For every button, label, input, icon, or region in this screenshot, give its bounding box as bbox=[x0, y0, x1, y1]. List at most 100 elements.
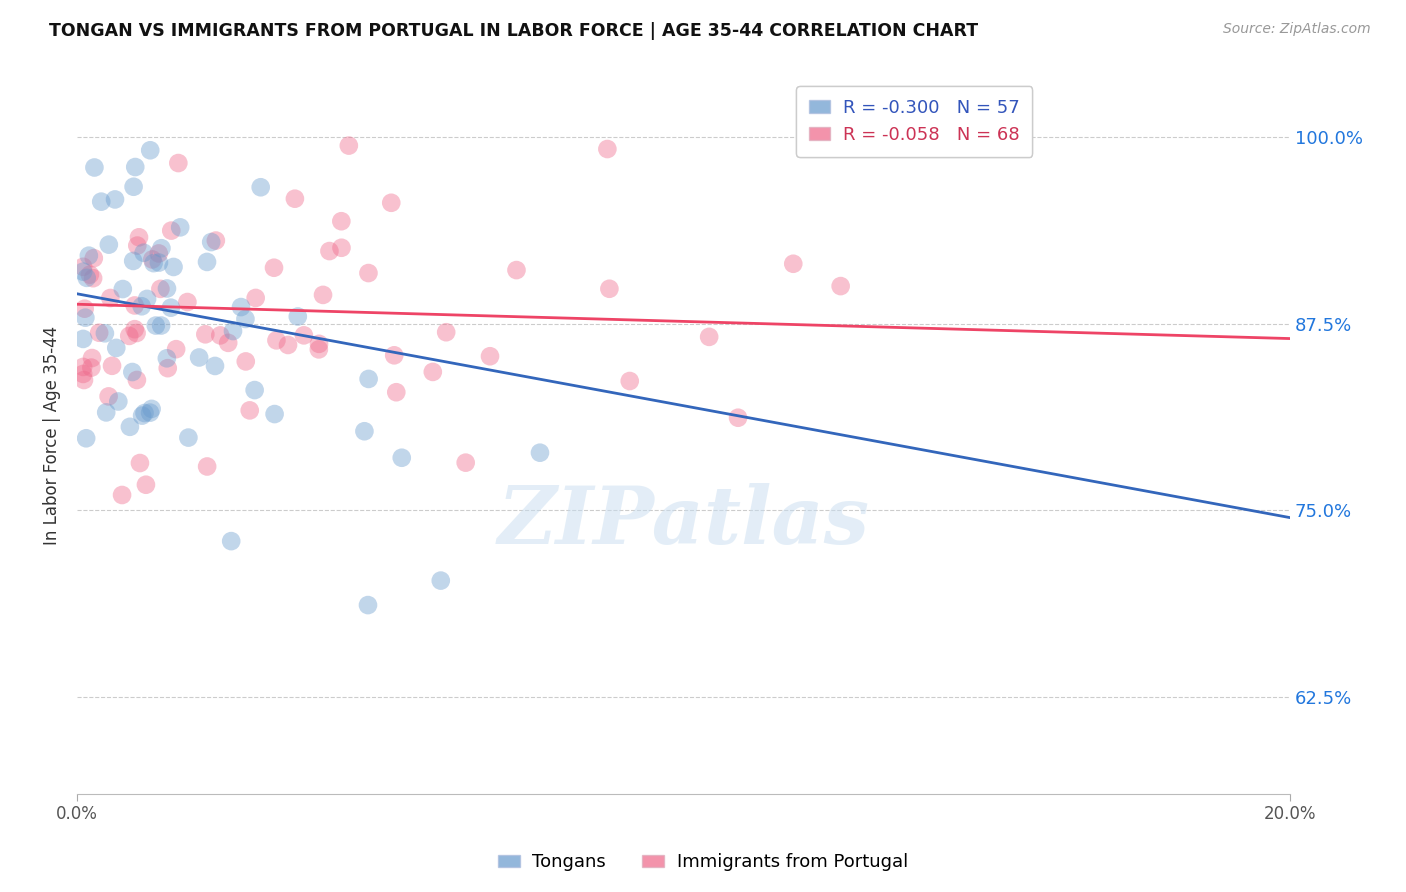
Point bbox=[454, 456, 477, 470]
Point bbox=[229, 300, 252, 314]
Y-axis label: In Labor Force | Age 35-44: In Labor Force | Age 35-44 bbox=[44, 326, 60, 545]
Point bbox=[121, 365, 143, 379]
Point bbox=[434, 325, 457, 339]
Point bbox=[160, 224, 183, 238]
Point bbox=[357, 372, 380, 386]
Point bbox=[104, 193, 127, 207]
Point bbox=[128, 230, 150, 244]
Point bbox=[111, 282, 134, 296]
Point bbox=[160, 301, 183, 315]
Point bbox=[167, 156, 190, 170]
Point bbox=[380, 195, 402, 210]
Point bbox=[156, 361, 179, 376]
Point bbox=[97, 389, 120, 403]
Point bbox=[156, 351, 179, 366]
Point bbox=[200, 235, 222, 249]
Point bbox=[505, 263, 527, 277]
Point bbox=[263, 407, 285, 421]
Point bbox=[124, 298, 146, 312]
Point bbox=[107, 394, 129, 409]
Point bbox=[150, 241, 173, 255]
Point bbox=[277, 338, 299, 352]
Point bbox=[697, 330, 720, 344]
Point bbox=[134, 406, 156, 420]
Point bbox=[142, 256, 165, 270]
Point bbox=[382, 348, 405, 362]
Point bbox=[188, 351, 211, 365]
Point bbox=[77, 249, 100, 263]
Point bbox=[125, 373, 148, 387]
Point bbox=[162, 260, 184, 274]
Point bbox=[330, 214, 353, 228]
Point bbox=[249, 180, 271, 194]
Point bbox=[80, 351, 103, 365]
Legend: R = -0.300   N = 57, R = -0.058   N = 68: R = -0.300 N = 57, R = -0.058 N = 68 bbox=[796, 87, 1032, 157]
Point bbox=[169, 220, 191, 235]
Point bbox=[217, 335, 239, 350]
Point bbox=[105, 341, 128, 355]
Point bbox=[122, 254, 145, 268]
Point bbox=[131, 299, 153, 313]
Point bbox=[131, 409, 153, 423]
Point bbox=[598, 282, 620, 296]
Point bbox=[136, 292, 159, 306]
Point bbox=[96, 405, 118, 419]
Point bbox=[479, 349, 502, 363]
Point bbox=[353, 424, 375, 438]
Point bbox=[165, 342, 187, 356]
Point bbox=[318, 244, 340, 258]
Point bbox=[132, 245, 155, 260]
Point bbox=[141, 252, 163, 267]
Point bbox=[222, 324, 245, 338]
Point bbox=[83, 251, 105, 265]
Point bbox=[195, 255, 218, 269]
Point bbox=[72, 367, 94, 381]
Point bbox=[135, 477, 157, 491]
Point bbox=[118, 329, 141, 343]
Point bbox=[90, 194, 112, 209]
Point bbox=[72, 359, 94, 374]
Point bbox=[422, 365, 444, 379]
Point bbox=[235, 354, 257, 368]
Point bbox=[830, 279, 852, 293]
Text: TONGAN VS IMMIGRANTS FROM PORTUGAL IN LABOR FORCE | AGE 35-44 CORRELATION CHART: TONGAN VS IMMIGRANTS FROM PORTUGAL IN LA… bbox=[49, 22, 979, 40]
Point bbox=[75, 310, 97, 325]
Point bbox=[312, 288, 335, 302]
Point bbox=[235, 312, 257, 326]
Text: Source: ZipAtlas.com: Source: ZipAtlas.com bbox=[1223, 22, 1371, 37]
Point bbox=[209, 328, 232, 343]
Point bbox=[266, 334, 288, 348]
Point bbox=[357, 266, 380, 280]
Point bbox=[150, 318, 173, 333]
Point bbox=[73, 373, 96, 387]
Point bbox=[111, 488, 134, 502]
Point bbox=[245, 291, 267, 305]
Point bbox=[205, 234, 228, 248]
Point bbox=[330, 241, 353, 255]
Point bbox=[385, 385, 408, 400]
Point bbox=[72, 332, 94, 346]
Point bbox=[72, 260, 94, 274]
Point bbox=[156, 281, 179, 295]
Point bbox=[83, 161, 105, 175]
Point bbox=[118, 419, 141, 434]
Point bbox=[82, 271, 104, 285]
Point bbox=[284, 192, 307, 206]
Point bbox=[75, 431, 97, 445]
Point bbox=[124, 322, 146, 336]
Point bbox=[391, 450, 413, 465]
Point bbox=[239, 403, 262, 417]
Point bbox=[97, 237, 120, 252]
Legend: Tongans, Immigrants from Portugal: Tongans, Immigrants from Portugal bbox=[491, 847, 915, 879]
Point bbox=[292, 328, 315, 343]
Point bbox=[72, 265, 94, 279]
Point bbox=[177, 431, 200, 445]
Point bbox=[782, 257, 804, 271]
Point bbox=[204, 359, 226, 373]
Point bbox=[337, 138, 360, 153]
Point bbox=[529, 446, 551, 460]
Point bbox=[308, 336, 330, 351]
Point bbox=[98, 291, 121, 305]
Point bbox=[139, 143, 162, 157]
Point bbox=[287, 310, 309, 324]
